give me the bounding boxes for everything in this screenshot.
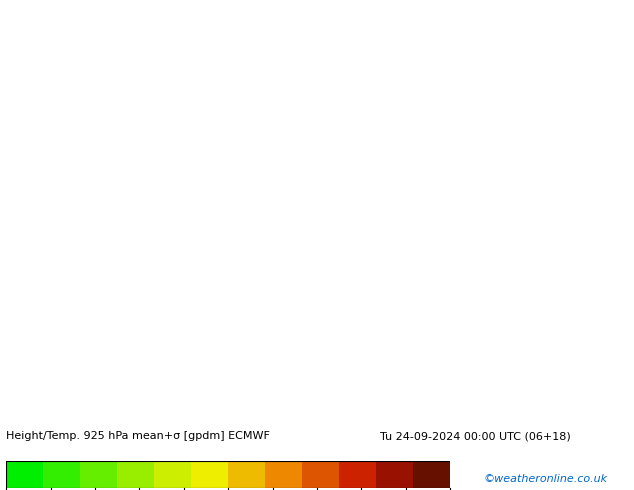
Bar bbox=[413, 461, 450, 488]
Bar bbox=[265, 461, 302, 488]
Text: Tu 24-09-2024 00:00 UTC (06+18): Tu 24-09-2024 00:00 UTC (06+18) bbox=[380, 431, 571, 441]
Bar bbox=[376, 461, 413, 488]
Bar bbox=[154, 461, 191, 488]
Bar bbox=[339, 461, 376, 488]
Text: Height/Temp. 925 hPa mean+σ [gpdm] ECMWF: Height/Temp. 925 hPa mean+σ [gpdm] ECMWF bbox=[6, 431, 270, 441]
Bar bbox=[191, 461, 228, 488]
Bar bbox=[117, 461, 154, 488]
Bar bbox=[81, 461, 117, 488]
Bar bbox=[228, 461, 265, 488]
Text: ©weatheronline.co.uk: ©weatheronline.co.uk bbox=[483, 474, 607, 484]
Bar bbox=[302, 461, 339, 488]
Bar bbox=[6, 461, 43, 488]
Bar bbox=[43, 461, 81, 488]
